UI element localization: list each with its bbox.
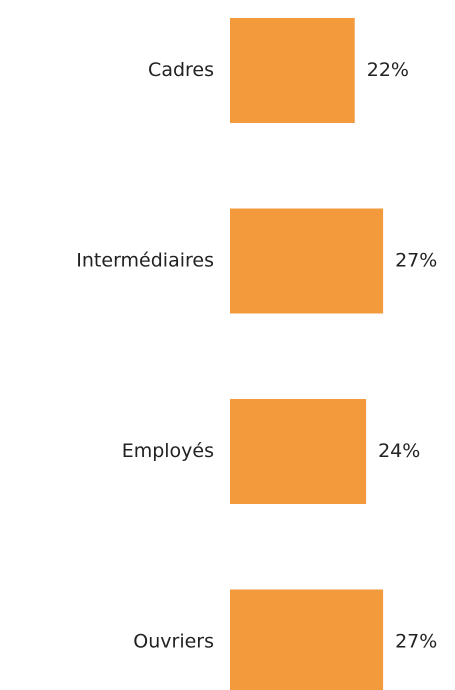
bar: [230, 589, 384, 690]
value-label: 24%: [378, 440, 420, 462]
value-label: 27%: [395, 631, 437, 653]
value-label: 22%: [367, 59, 409, 81]
bar: [230, 208, 384, 314]
category-label: Cadres: [148, 59, 214, 81]
value-label: 27%: [395, 250, 437, 272]
category-label: Ouvriers: [133, 631, 214, 653]
category-label: Intermédiaires: [76, 250, 214, 272]
bar: [230, 399, 367, 504]
bar: [230, 18, 355, 123]
category-label: Employés: [122, 440, 214, 462]
